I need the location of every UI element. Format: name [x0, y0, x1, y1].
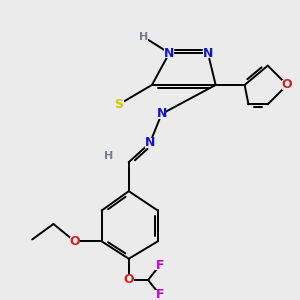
FancyBboxPatch shape — [282, 80, 292, 90]
Text: H: H — [104, 152, 113, 161]
Text: O: O — [123, 274, 134, 286]
FancyBboxPatch shape — [155, 290, 164, 299]
Text: S: S — [115, 98, 124, 111]
FancyBboxPatch shape — [70, 236, 80, 246]
FancyBboxPatch shape — [155, 261, 164, 270]
FancyBboxPatch shape — [138, 32, 148, 41]
Text: H: H — [139, 32, 148, 42]
Text: F: F — [155, 259, 164, 272]
FancyBboxPatch shape — [164, 48, 174, 58]
FancyBboxPatch shape — [114, 99, 124, 109]
FancyBboxPatch shape — [104, 152, 113, 161]
Text: N: N — [164, 46, 175, 60]
Text: N: N — [145, 136, 155, 149]
Text: F: F — [155, 288, 164, 300]
Text: N: N — [203, 46, 213, 60]
FancyBboxPatch shape — [157, 109, 166, 119]
FancyBboxPatch shape — [203, 48, 213, 58]
FancyBboxPatch shape — [145, 138, 155, 148]
Text: O: O — [282, 79, 292, 92]
Text: O: O — [69, 235, 80, 248]
FancyBboxPatch shape — [124, 275, 134, 285]
Text: N: N — [156, 107, 167, 120]
